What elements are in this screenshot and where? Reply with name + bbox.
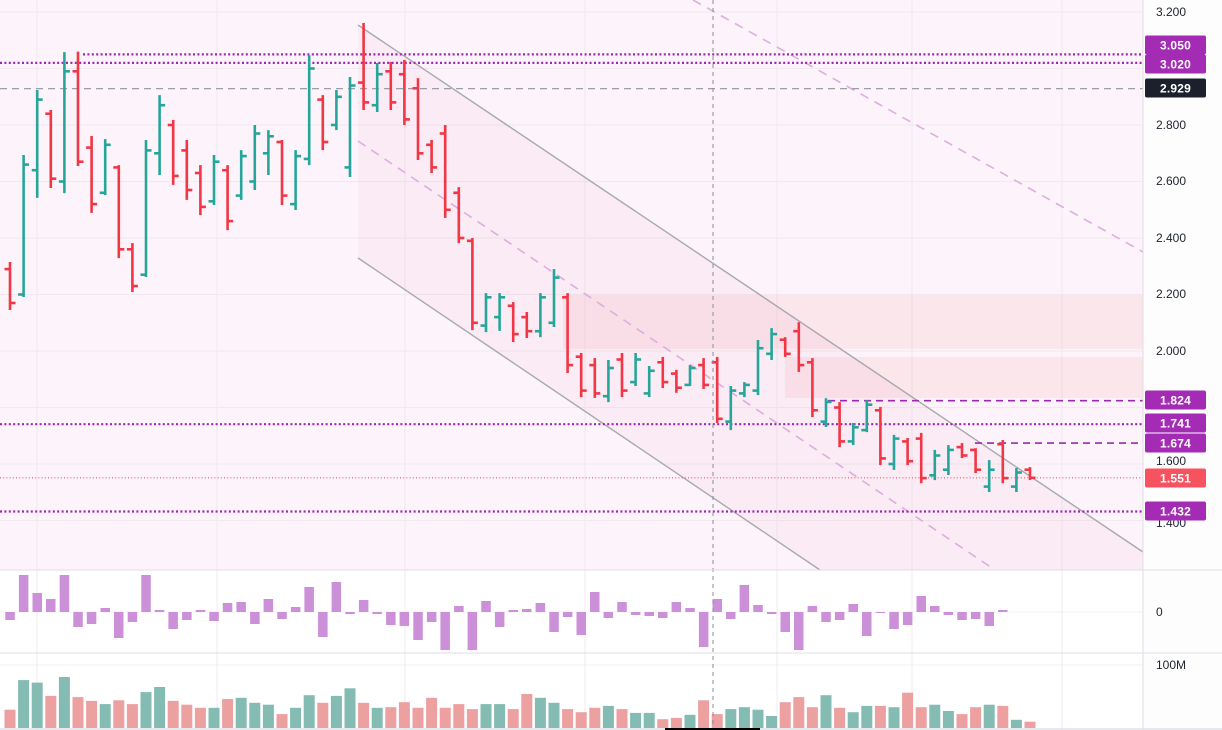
price-axis-badge: 1.674: [1145, 433, 1206, 453]
channel-fill: [358, 25, 1143, 570]
price-axis-label: 2.200: [1156, 287, 1187, 301]
price-axis-label: 1.600: [1156, 454, 1187, 468]
price-axis-label: 3.200: [1156, 5, 1187, 19]
price-axis-badge: 2.929: [1145, 78, 1206, 98]
price-axis-label: 2.000: [1156, 344, 1187, 358]
histogram-series: [5, 575, 1008, 650]
price-axis-label: 100M: [1156, 658, 1187, 672]
price-axis-label: 2.400: [1156, 231, 1187, 245]
channel-lower-line: [357, 257, 821, 571]
axis-bg: [1143, 0, 1222, 730]
price-axis-label: 0: [1156, 605, 1163, 619]
price-axis-label: 2.800: [1156, 118, 1187, 132]
price-axis[interactable]: 3.200 2.800 2.600 2.400 2.200 2.000 1.600 1.400…: [1143, 0, 1222, 730]
price-axis-badge: 3.050: [1145, 35, 1206, 55]
ohlc-bar-series: [4, 23, 1036, 492]
channel-outer-dashed-line: [692, 0, 1144, 253]
price-zones: [563, 295, 1143, 398]
price-axis-badge: 1.824: [1145, 390, 1206, 410]
price-axis-badge: 3.020: [1145, 54, 1206, 74]
price-axis-label: 2.600: [1156, 174, 1187, 188]
horizontal-gridlines: [0, 11, 1143, 521]
price-axis-badge: 1.551: [1145, 468, 1206, 488]
price-axis-badge: 1.741: [1145, 413, 1206, 433]
channel-upper-line: [357, 24, 1144, 553]
lower-panes-bg: [0, 570, 1143, 730]
price-axis-badge: 1.432: [1145, 501, 1206, 521]
volume-series: [4, 677, 1036, 728]
